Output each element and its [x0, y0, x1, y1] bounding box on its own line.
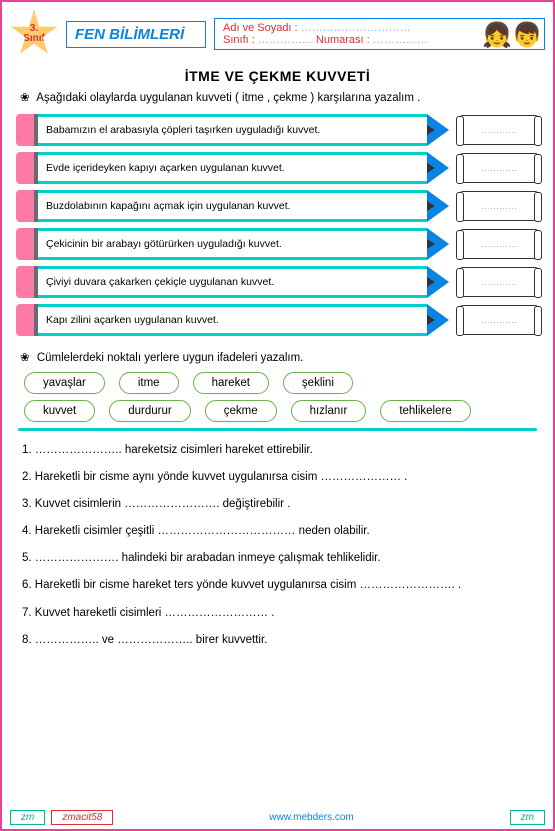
answer-scroll[interactable]: ………… [459, 115, 539, 145]
worksheet-page: 3. Sınıf FEN BİLİMLERİ Adı ve Soyadı : …… [0, 0, 555, 831]
flower-icon: ❀ [20, 90, 30, 104]
name-blank[interactable]: ………………………… [301, 22, 411, 34]
pencil-tip [427, 152, 449, 184]
flower-icon: ❀ [20, 350, 30, 364]
pencil-eraser [16, 114, 34, 146]
pencil-text: Buzdolabının kapağını açmak için uygulan… [38, 190, 427, 222]
grade-badge: 3. Sınıf [10, 10, 58, 58]
answer-scroll[interactable]: ………… [459, 229, 539, 259]
fill-sentence[interactable]: 8. …………….. ve ……………….. birer kuvvettir. [22, 632, 533, 648]
fill-sentences: 1. ………………….. hareketsiz cisimleri hareke… [10, 442, 545, 648]
pencil: Çekicinin bir arabayı götürürken uygulad… [16, 228, 449, 260]
pencil: Babamızın el arabasıyla çöpleri taşırken… [16, 114, 449, 146]
pencil: Kapı zilini açarken uygulanan kuvvet. [16, 304, 449, 336]
subject-title: FEN BİLİMLERİ [66, 21, 206, 48]
pencil-tip [427, 304, 449, 336]
footer-right-badge: zm [510, 810, 545, 825]
word-pill: hareket [193, 372, 269, 394]
pencil-row: Evde içerideyken kapıyı açarken uygulana… [16, 152, 539, 184]
fill-sentence[interactable]: 2. Hareketli bir cisme aynı yönde kuvvet… [22, 469, 533, 485]
word-pill: çekme [205, 400, 277, 422]
kids-icon: 👧👦 [482, 21, 542, 50]
pencil-text: Çekicinin bir arabayı götürürken uygulad… [38, 228, 427, 260]
footer: zm zmacit58 www.mebders.com zm [10, 810, 545, 825]
pencil: Buzdolabının kapağını açmak için uygulan… [16, 190, 449, 222]
pencil-eraser [16, 266, 34, 298]
answer-scroll[interactable]: ………… [459, 153, 539, 183]
word-pill: durdurur [109, 400, 190, 422]
class-blank[interactable]: …………… [258, 34, 313, 46]
pencil-list: Babamızın el arabasıyla çöpleri taşırken… [10, 114, 545, 336]
pencil-eraser [16, 228, 34, 260]
pencil-tip [427, 190, 449, 222]
header: 3. Sınıf FEN BİLİMLERİ Adı ve Soyadı : …… [10, 10, 545, 58]
pencil-row: Babamızın el arabasıyla çöpleri taşırken… [16, 114, 539, 146]
pencil-tip [427, 114, 449, 146]
instruction-2: ❀ Cümlelerdeki noktalı yerlere uygun ifa… [20, 350, 535, 364]
word-pill: itme [119, 372, 179, 394]
section-title: İTME VE ÇEKME KUVVETİ [10, 68, 545, 84]
word-bank-row-1: yavaşlar itme hareket şeklini [10, 372, 545, 394]
word-bank-row-2: kuvvet durdurur çekme hızlanır tehlikelere [10, 400, 545, 422]
answer-scroll[interactable]: ………… [459, 267, 539, 297]
footer-url: www.mebders.com [269, 812, 353, 823]
number-blank[interactable]: …………… [373, 34, 428, 46]
footer-code: zmacit58 [51, 810, 113, 825]
fill-sentence[interactable]: 1. ………………….. hareketsiz cisimleri hareke… [22, 442, 533, 458]
answer-scroll[interactable]: ………… [459, 191, 539, 221]
word-pill: kuvvet [24, 400, 95, 422]
number-label: Numarası : [316, 34, 370, 46]
pencil: Çiviyi duvara çakarken çekiçle uygulanan… [16, 266, 449, 298]
fill-sentence[interactable]: 4. Hareketli cisimler çeşitli …………………………… [22, 523, 533, 539]
word-pill: tehlikelere [380, 400, 470, 422]
fill-sentence[interactable]: 3. Kuvvet cisimlerin ……………………. değiştire… [22, 496, 533, 512]
footer-left-badge: zm [10, 810, 45, 825]
fill-sentence[interactable]: 6. Hareketli bir cisme hareket ters yönd… [22, 577, 533, 593]
pencil-row: Çekicinin bir arabayı götürürken uygulad… [16, 228, 539, 260]
fill-sentence[interactable]: 7. Kuvvet hareketli cisimleri ……………………… … [22, 605, 533, 621]
pencil-tip [427, 228, 449, 260]
student-info-box: Adı ve Soyadı : ………………………… Sınıfı : …………… [214, 18, 545, 50]
pencil-row: Kapı zilini açarken uygulanan kuvvet. ……… [16, 304, 539, 336]
pencil-eraser [16, 304, 34, 336]
pencil-text: Çiviyi duvara çakarken çekiçle uygulanan… [38, 266, 427, 298]
class-label: Sınıfı : [223, 34, 255, 46]
pencil-eraser [16, 190, 34, 222]
answer-scroll[interactable]: ………… [459, 305, 539, 335]
divider [18, 428, 537, 431]
fill-sentence[interactable]: 5. …………………. halindeki bir arabadan inmey… [22, 550, 533, 566]
pencil-text: Babamızın el arabasıyla çöpleri taşırken… [38, 114, 427, 146]
word-pill: hızlanır [291, 400, 367, 422]
word-pill: şeklini [283, 372, 353, 394]
pencil-eraser [16, 152, 34, 184]
word-pill: yavaşlar [24, 372, 105, 394]
pencil: Evde içerideyken kapıyı açarken uygulana… [16, 152, 449, 184]
pencil-row: Buzdolabının kapağını açmak için uygulan… [16, 190, 539, 222]
pencil-tip [427, 266, 449, 298]
pencil-text: Kapı zilini açarken uygulanan kuvvet. [38, 304, 427, 336]
pencil-text: Evde içerideyken kapıyı açarken uygulana… [38, 152, 427, 184]
grade-label: Sınıf [23, 34, 45, 44]
name-label: Adı ve Soyadı : [223, 22, 298, 34]
instruction-1: ❀ Aşağıdaki olaylarda uygulanan kuvveti … [20, 90, 535, 104]
pencil-row: Çiviyi duvara çakarken çekiçle uygulanan… [16, 266, 539, 298]
